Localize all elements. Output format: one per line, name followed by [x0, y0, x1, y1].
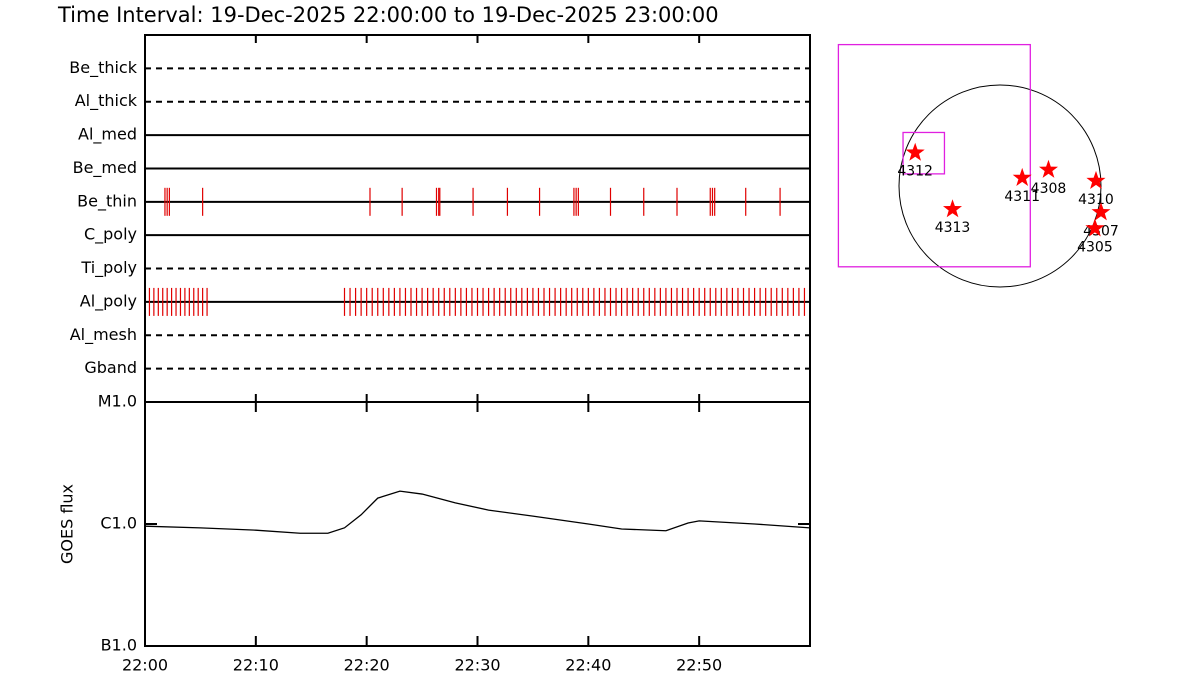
- filter-label: Ti_poly: [80, 258, 137, 278]
- y-tick-label: C1.0: [100, 514, 137, 533]
- fov-box: [837, 43, 1031, 268]
- fov-box: [902, 131, 946, 175]
- filter-label: Be_med: [73, 158, 137, 178]
- region-label: 4305: [1077, 239, 1113, 255]
- filter-label: Gband: [84, 358, 137, 377]
- filter-label: Be_thin: [77, 191, 137, 211]
- filter-label: Be_thick: [69, 58, 137, 78]
- goes-frame: [144, 401, 811, 647]
- region-star: [1091, 202, 1111, 221]
- filter-label: Al_poly: [80, 291, 137, 311]
- region-star: [1039, 159, 1058, 178]
- chart-title: Time Interval: 19-Dec-2025 22:00:00 to 1…: [57, 3, 719, 27]
- solar-disk: [898, 84, 1102, 288]
- x-tick-label: 22:40: [565, 656, 611, 675]
- filter-label: Al_mesh: [70, 325, 137, 345]
- region-star: [943, 199, 962, 218]
- x-tick-label: 22:00: [122, 656, 168, 675]
- region-label: 4310: [1078, 192, 1114, 208]
- region-label: 4313: [935, 220, 971, 236]
- region-star: [1085, 218, 1105, 237]
- strip-frame: [144, 34, 811, 403]
- region-star: [1086, 170, 1106, 189]
- region-star: [905, 142, 925, 161]
- region-label: 4308: [1031, 181, 1067, 197]
- y-tick-label: B1.0: [101, 636, 137, 655]
- x-tick-label: 22:30: [454, 656, 500, 675]
- filter-label: C_poly: [84, 225, 137, 245]
- y-axis-label: GOES flux: [58, 484, 77, 564]
- region-label: 4312: [897, 164, 933, 180]
- y-tick-label: M1.0: [98, 392, 137, 411]
- x-tick-label: 22:20: [344, 656, 390, 675]
- x-tick-label: 22:10: [233, 656, 279, 675]
- filter-label: Al_thick: [75, 91, 138, 111]
- region-label: 4311: [1004, 189, 1040, 205]
- x-tick-label: 22:50: [676, 656, 722, 675]
- goes-curve: [144, 490, 811, 534]
- region-star: [1012, 167, 1032, 186]
- filter-label: Al_med: [78, 125, 137, 145]
